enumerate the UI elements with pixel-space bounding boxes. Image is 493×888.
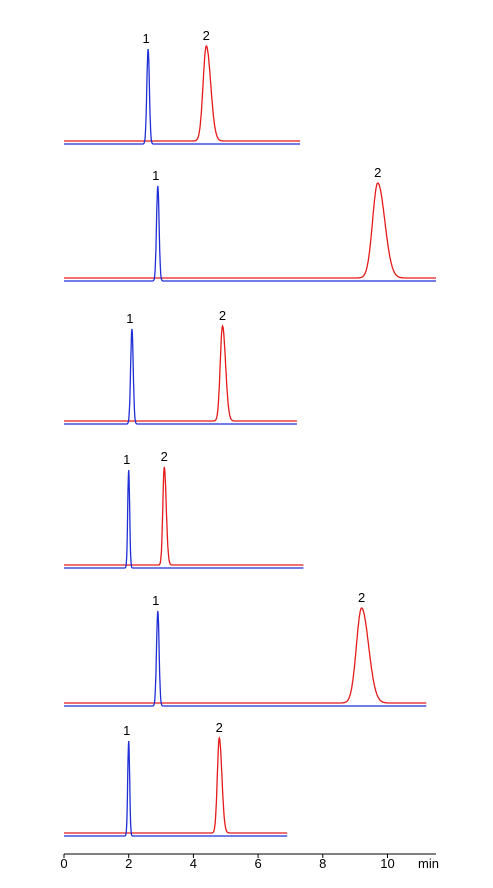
panel-3-red-trace [64,324,297,422]
x-tick-label-6: 6 [254,856,261,871]
panel-3-peak-label-1: 1 [126,311,133,326]
x-tick-label-8: 8 [319,856,326,871]
panel-6-peak-label-2: 2 [216,720,223,735]
x-tick-label-2: 2 [125,856,132,871]
panel-3-peak-label-2: 2 [219,308,226,323]
panel-1: 21 [64,28,301,145]
panel-1-peak-label-1: 1 [142,31,149,46]
x-tick-label-10: 10 [380,856,394,871]
panel-2-peak-label-1: 1 [152,168,159,183]
panel-6-blue-trace [64,740,288,837]
panel-2-red-trace [64,182,436,279]
panel-4-peak-label-2: 2 [161,449,168,464]
panel-3-blue-trace [64,328,297,425]
x-tick-label-4: 4 [190,856,197,871]
panel-5-red-trace [64,607,427,704]
panel-2-peak-label-2: 2 [374,165,381,180]
panel-5-blue-trace [64,610,427,707]
panel-2-blue-trace [64,185,436,282]
panel-1-red-trace [64,45,301,142]
panel-4-red-trace [64,466,304,566]
panel-2: 21 [64,165,436,282]
panel-5-peak-label-2: 2 [358,590,365,605]
panel-1-peak-label-2: 2 [203,28,210,43]
panel-4: 21 [64,449,304,569]
x-axis-ticks: 0 2 4 6 8 10 [60,854,395,871]
panel-3: 21 [64,308,297,425]
panel-6-red-trace [64,736,288,834]
panel-6-peak-label-1: 1 [123,723,130,738]
panel-1-blue-trace [64,48,301,145]
panel-5-peak-label-1: 1 [152,593,159,608]
x-axis-unit-label: min [418,856,439,871]
panel-4-blue-trace [64,469,304,569]
x-tick-label-0: 0 [60,856,67,871]
panel-5: 21 [64,590,427,707]
panel-6: 21 [64,720,288,837]
panel-4-peak-label-1: 1 [123,452,130,467]
x-axis: 0 2 4 6 8 10 min [60,853,439,871]
